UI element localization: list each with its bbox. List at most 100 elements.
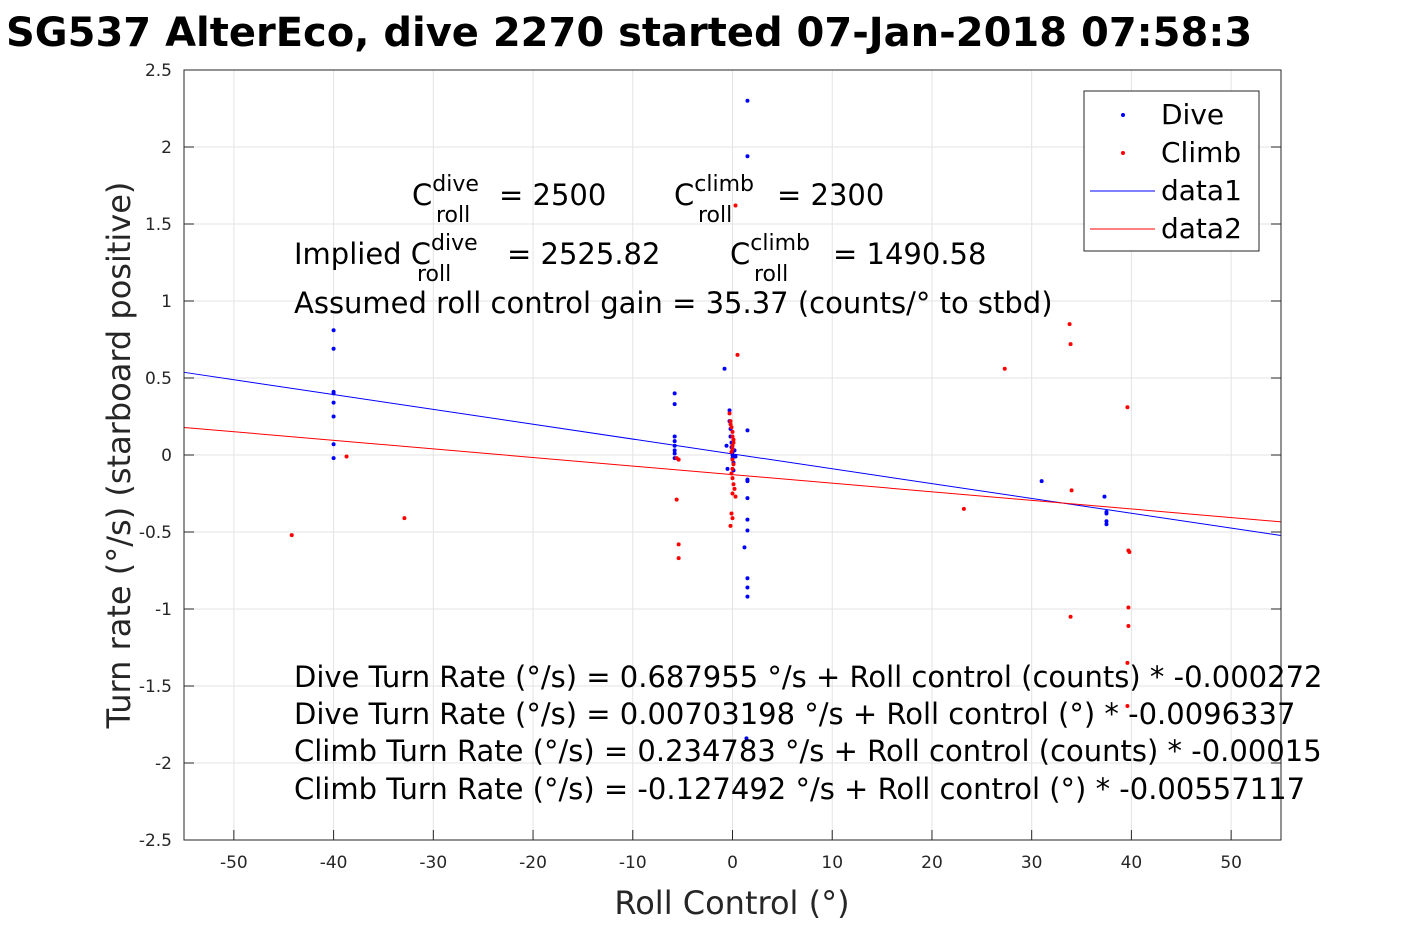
climb-point xyxy=(729,511,734,516)
climb-point xyxy=(727,411,732,416)
climb-point xyxy=(344,454,349,459)
dive-point xyxy=(1102,494,1107,499)
dive-point xyxy=(733,454,738,459)
climb-point xyxy=(728,419,733,424)
dive-point xyxy=(745,517,750,522)
data-points xyxy=(289,98,1132,741)
climb-point xyxy=(730,443,735,448)
fit-equation-dive-counts: Dive Turn Rate (°/s) = 0.687955 °/s + Ro… xyxy=(294,660,1322,694)
climb-point xyxy=(728,422,733,427)
c-roll-climb-annotation: Cclimb roll = 2300 xyxy=(674,172,884,228)
y-tick-label: -1 xyxy=(155,600,172,620)
dive-point xyxy=(1039,479,1044,484)
x-axis-label: Roll Control (°) xyxy=(614,884,849,922)
implied-c-roll-climb-annotation: Cclimb roll = 1490.58 xyxy=(730,231,986,287)
dive-point xyxy=(1104,522,1109,527)
fit-equation-climb-degrees: Climb Turn Rate (°/s) = -0.127492 °/s + … xyxy=(294,772,1305,806)
fit-equation-dive-degrees: Dive Turn Rate (°/s) = 0.00703198 °/s + … xyxy=(294,697,1295,731)
dive-point xyxy=(745,154,750,159)
dive-point xyxy=(331,442,336,447)
climb-point xyxy=(961,506,966,511)
dive-point xyxy=(745,585,750,590)
x-tick-label: 20 xyxy=(921,853,943,873)
y-tick-label: -2.5 xyxy=(139,831,172,851)
y-tick-label: 0.5 xyxy=(145,369,172,389)
climb-point xyxy=(729,425,734,430)
dive-point xyxy=(745,428,750,433)
implied-c-roll-dive-annotation: Implied Cdive roll = 2525.82 xyxy=(294,231,660,287)
fit-equations: Dive Turn Rate (°/s) = 0.687955 °/s + Ro… xyxy=(294,660,1322,806)
c-roll-dive-value: = 2500 xyxy=(499,178,606,212)
climb-point xyxy=(1126,605,1131,610)
c-roll-dive-sup: dive xyxy=(432,172,479,197)
climb-point xyxy=(731,437,736,442)
climb-point xyxy=(730,446,735,451)
c-roll-dive-symbol: C xyxy=(412,178,432,212)
climb-point xyxy=(730,476,735,481)
climb-point xyxy=(730,457,735,462)
c-roll-dive-annotation: Cdive roll = 2500 xyxy=(412,172,606,228)
implied-c-roll-climb-sup: climb xyxy=(750,231,810,256)
climb-point xyxy=(676,542,681,547)
legend-box xyxy=(1083,90,1260,252)
y-tick-label: 2.5 xyxy=(145,61,172,81)
x-tick-label: -10 xyxy=(619,853,647,873)
climb-point xyxy=(731,462,736,467)
climb-point xyxy=(1125,704,1130,709)
x-tick-label: 0 xyxy=(727,853,738,873)
climb-point xyxy=(728,523,733,528)
legend: Dive Climb data1 data2 xyxy=(1083,90,1260,252)
x-tick-label: 30 xyxy=(1021,853,1043,873)
x-tick-label: -40 xyxy=(320,853,348,873)
implied-c-roll-dive-prefix: Implied C xyxy=(294,237,431,271)
dive-point xyxy=(745,98,750,103)
dive-point xyxy=(672,439,677,444)
y-tick-label: -1.5 xyxy=(139,677,172,697)
y-tick-label: 1.5 xyxy=(145,215,172,235)
climb-point xyxy=(1125,660,1130,665)
dive-point xyxy=(331,346,336,351)
dive-point xyxy=(745,576,750,581)
dive-point xyxy=(331,414,336,419)
implied-c-roll-climb-value: = 1490.58 xyxy=(833,237,986,271)
dive-point xyxy=(724,443,729,448)
dive-point xyxy=(722,366,727,371)
climb-point xyxy=(402,516,407,521)
climb-point xyxy=(730,429,735,434)
climb-point xyxy=(731,440,736,445)
dive-point xyxy=(672,443,677,448)
dive-point xyxy=(745,479,750,484)
dive-point xyxy=(1104,519,1109,524)
dive-point xyxy=(1104,511,1109,516)
fit-equation-climb-counts: Climb Turn Rate (°/s) = 0.234783 °/s + R… xyxy=(294,734,1322,768)
dive-point xyxy=(331,328,336,333)
dive-point xyxy=(742,545,747,550)
implied-c-roll-climb-sub: roll xyxy=(754,262,788,287)
climb-point xyxy=(733,203,738,208)
roll-control-gain-annotation: Assumed roll control gain = 35.37 (count… xyxy=(294,286,1053,320)
climb-point xyxy=(1127,550,1132,555)
climb-point xyxy=(1067,322,1072,327)
dive-point xyxy=(672,402,677,407)
dive-point xyxy=(745,594,750,599)
climb-point xyxy=(1125,405,1130,410)
dive-point xyxy=(331,456,336,461)
climb-point xyxy=(729,449,734,454)
dive-point xyxy=(672,448,677,453)
implied-c-roll-dive-sub: roll xyxy=(417,262,451,287)
coefficient-annotations: Cdive roll = 2500 Cclimb roll = 2300 Implied… xyxy=(294,172,1053,320)
climb-point xyxy=(1069,488,1074,493)
climb-point xyxy=(729,471,734,476)
c-roll-climb-symbol: C xyxy=(674,178,694,212)
climb-point xyxy=(731,482,736,487)
climb-point xyxy=(1002,366,1007,371)
c-roll-dive-sub: roll xyxy=(436,203,470,228)
dive-point xyxy=(745,496,750,501)
x-tick-label: -30 xyxy=(419,853,447,873)
climb-point xyxy=(730,434,735,439)
climb-point xyxy=(732,486,737,491)
y-tick-label: -2 xyxy=(155,754,172,774)
dive-point xyxy=(672,434,677,439)
dive-point xyxy=(745,528,750,533)
